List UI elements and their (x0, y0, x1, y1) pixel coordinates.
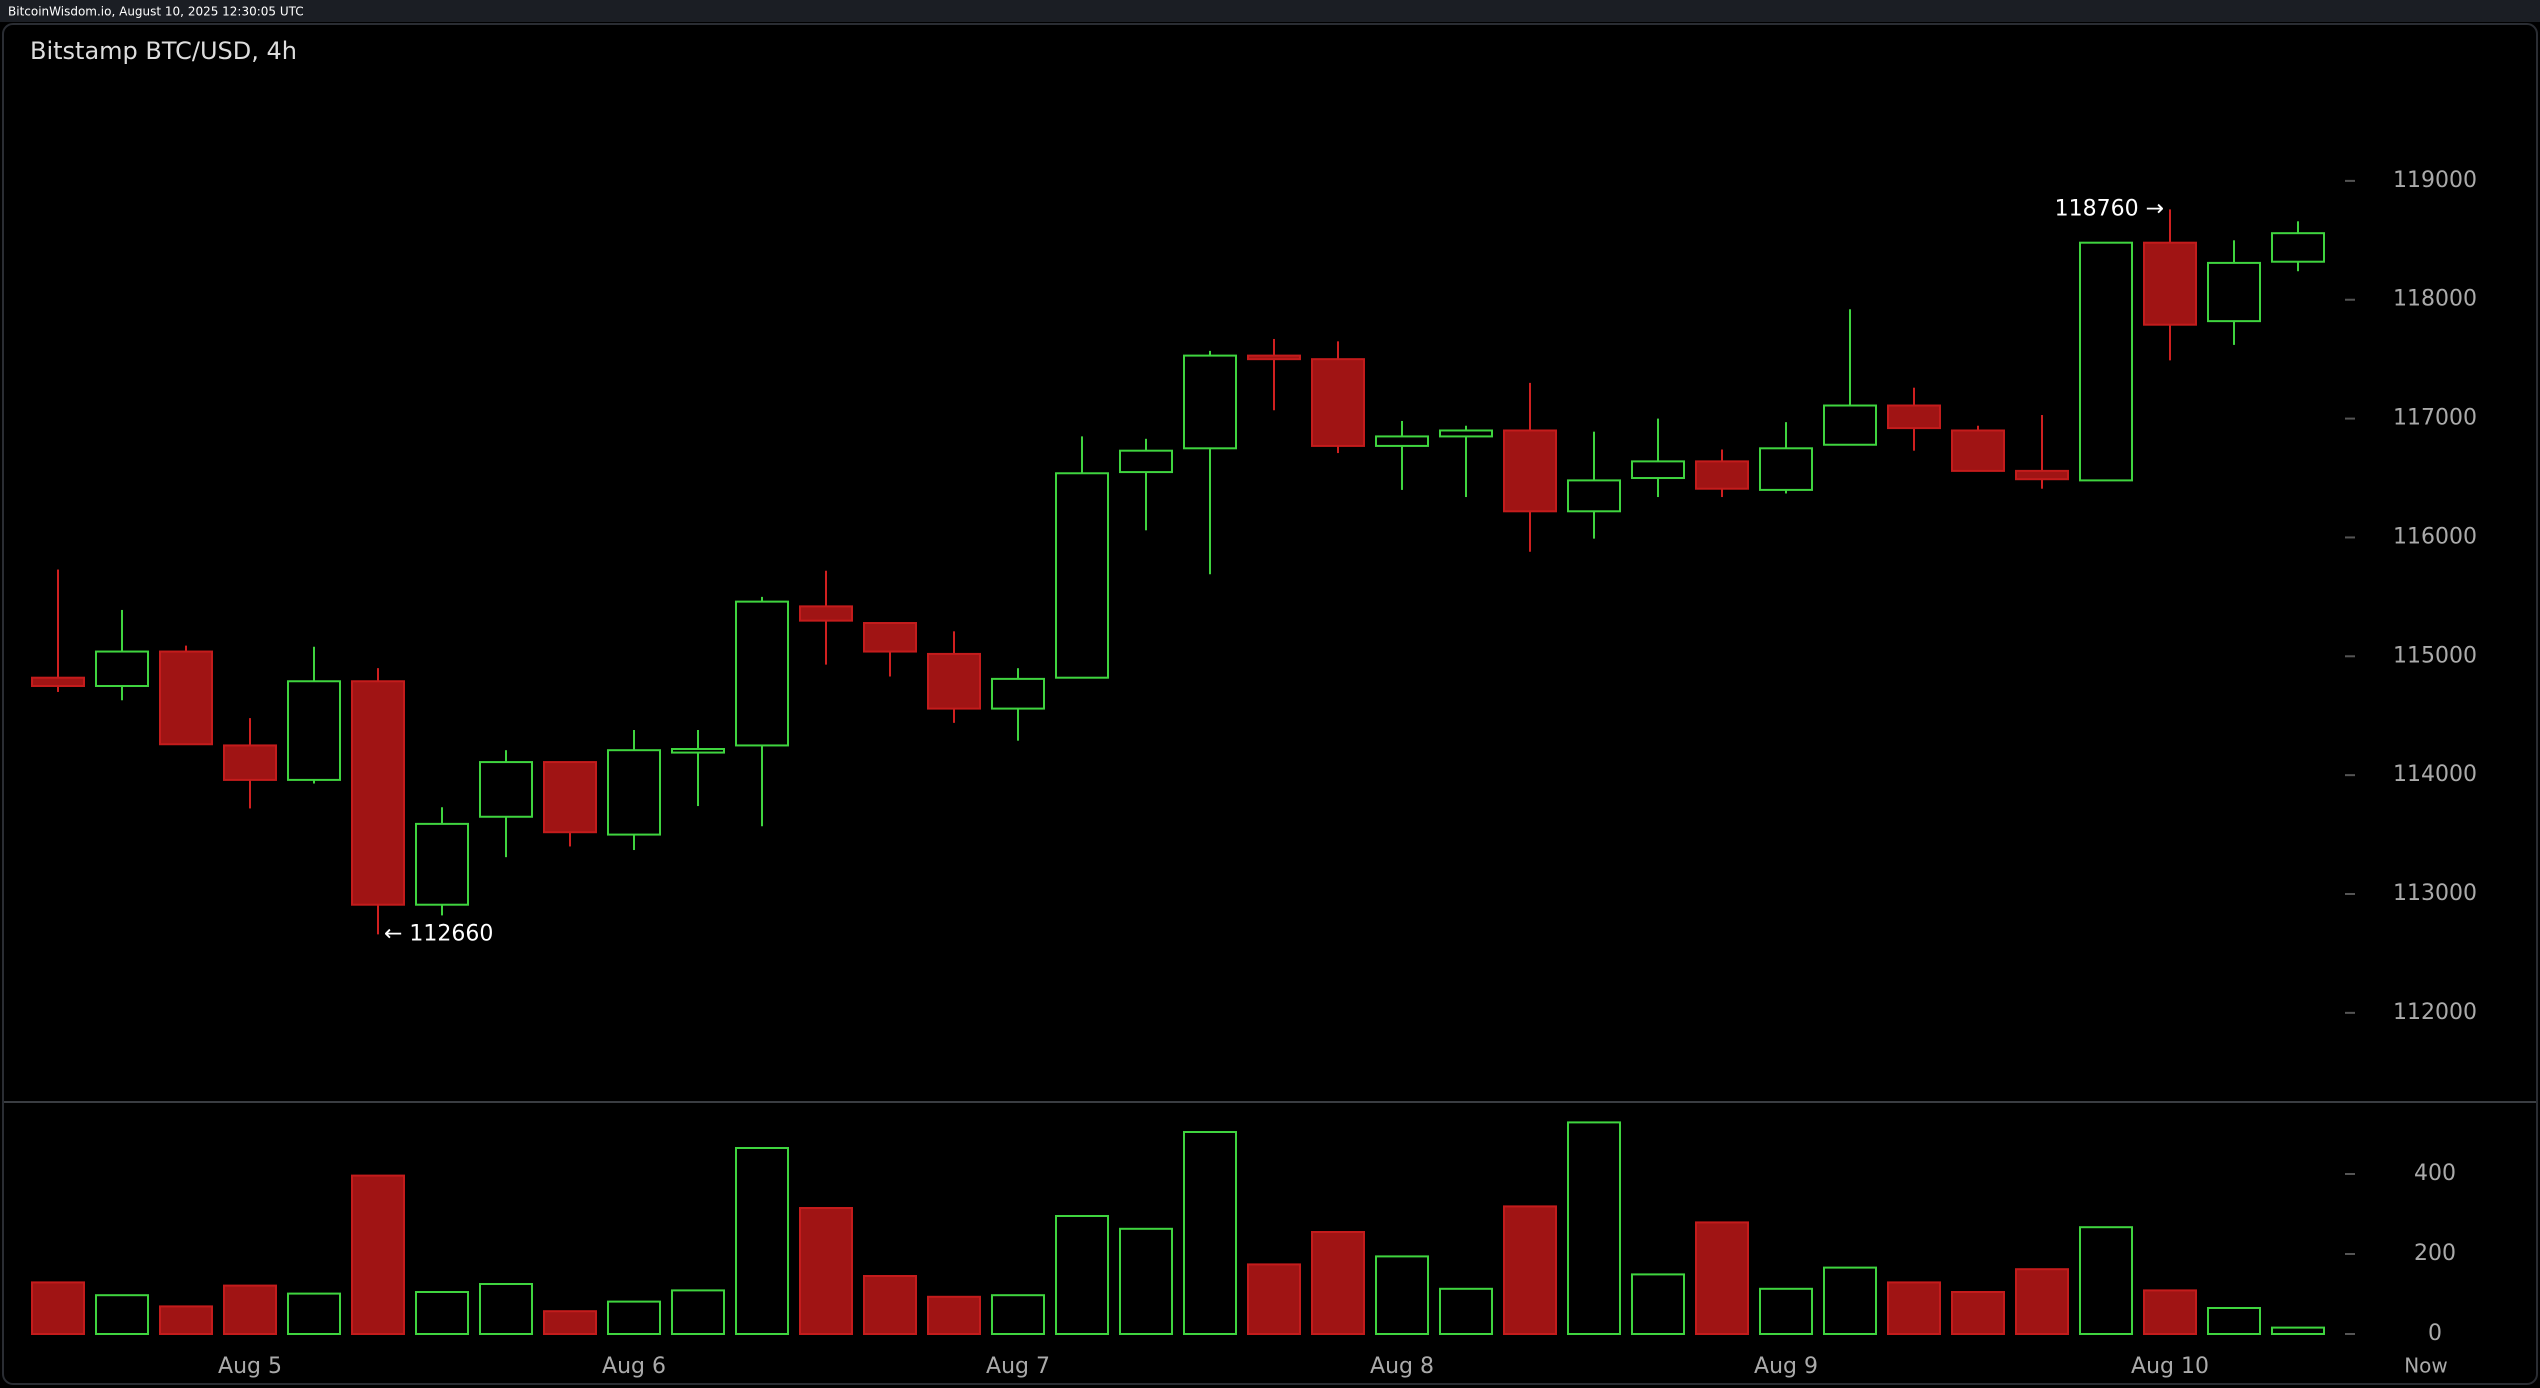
volume-bar (2079, 1226, 2133, 1335)
candle-body (351, 680, 405, 906)
volume-bar (863, 1275, 917, 1335)
candle-body (95, 650, 149, 688)
volume-bar (1759, 1287, 1813, 1336)
volume-bar (1247, 1263, 1301, 1336)
volume-bar (1951, 1291, 2005, 1335)
y-tick-label: 115000 (2393, 643, 2477, 668)
volume-bar (1311, 1231, 1365, 1335)
y-tick-label: 0 (2428, 1321, 2442, 1346)
candle-body (1439, 429, 1493, 438)
candle-body (927, 652, 981, 710)
y-tick-label: 119000 (2393, 168, 2477, 193)
volume-bar (2143, 1289, 2197, 1336)
annotation: 118760 → (2055, 196, 2164, 221)
candle-body (223, 744, 277, 781)
y-tick-label: 113000 (2393, 881, 2477, 906)
volume-bar (671, 1289, 725, 1336)
candle-body (1503, 429, 1557, 513)
candle-body (1183, 354, 1237, 450)
candle-body (1631, 460, 1685, 480)
y-tick-label: 112000 (2393, 1000, 2477, 1025)
candle-body (1823, 404, 1877, 446)
chart-title: Bitstamp BTC/USD, 4h (30, 37, 297, 65)
volume-bar (991, 1294, 1045, 1335)
volume-bar (1567, 1121, 1621, 1336)
candle-body (415, 822, 469, 906)
volume-bar (1055, 1215, 1109, 1335)
candle-body (1247, 354, 1301, 361)
x-tick-label: Now (2404, 1354, 2448, 1378)
volume-bar (1503, 1205, 1557, 1336)
candle-body (1055, 472, 1109, 679)
annotation: ← 112660 (384, 921, 493, 946)
volume-bar (479, 1283, 533, 1335)
candle-body (543, 761, 597, 834)
volume-bar (1119, 1227, 1173, 1336)
y-tick-label: 200 (2414, 1241, 2456, 1266)
volume-bar (223, 1284, 277, 1335)
volume-bar (799, 1207, 853, 1335)
candle-body (2271, 232, 2325, 263)
volume-bar (351, 1174, 405, 1335)
volume-bar (735, 1147, 789, 1335)
candle-body (1695, 460, 1749, 490)
panel (2, 23, 2538, 1385)
candle-body (2015, 469, 2069, 481)
volume-bar (159, 1305, 213, 1336)
volume-bar (927, 1295, 981, 1336)
candle-body (1567, 479, 1621, 513)
candle-body (2207, 261, 2261, 323)
candle-body (1759, 447, 1813, 491)
volume-bar (607, 1300, 661, 1335)
volume-bar (1823, 1266, 1877, 1335)
volume-bar (2015, 1268, 2069, 1335)
volume-bar (1695, 1221, 1749, 1336)
x-tick-label: Aug 7 (986, 1354, 1050, 1379)
volume-bar (1439, 1287, 1493, 1336)
volume-bar (2207, 1307, 2261, 1335)
candle-body (671, 748, 725, 754)
candle-body (1887, 404, 1941, 430)
candle-body (1311, 358, 1365, 447)
x-tick-label: Aug 9 (1754, 1354, 1818, 1379)
y-tick-label: 116000 (2393, 524, 2477, 549)
volume-bar (415, 1291, 469, 1335)
volume-bar (1375, 1255, 1429, 1336)
volume-bar (1183, 1131, 1237, 1335)
candle-body (1375, 435, 1429, 447)
volume-bar (1631, 1273, 1685, 1336)
candle-body (2143, 241, 2197, 326)
candle-body (159, 650, 213, 746)
volume-bar (2271, 1326, 2325, 1335)
x-tick-label: Aug 5 (218, 1354, 282, 1379)
volume-bar (1887, 1281, 1941, 1336)
x-tick-label: Aug 10 (2131, 1354, 2209, 1379)
candle-body (2079, 241, 2133, 482)
header: BitcoinWisdom.io, August 10, 2025 12:30:… (8, 5, 304, 19)
candle-body (799, 605, 853, 622)
candle-body (607, 749, 661, 836)
volume-bar (543, 1310, 597, 1335)
y-tick-label: 117000 (2393, 406, 2477, 431)
y-tick-label: 114000 (2393, 762, 2477, 787)
candle-body (991, 677, 1045, 710)
candle-body (287, 680, 341, 781)
candle-body (1951, 429, 2005, 472)
x-tick-label: Aug 6 (602, 1354, 666, 1379)
candle-body (863, 622, 917, 653)
volume-bar (95, 1294, 149, 1335)
header-bar (0, 0, 2540, 22)
volume-bar (31, 1281, 85, 1336)
candle-body (735, 600, 789, 747)
y-tick-label: 118000 (2393, 287, 2477, 312)
volume-bar (287, 1292, 341, 1335)
y-tick-label: 400 (2414, 1161, 2456, 1186)
x-tick-label: Aug 8 (1370, 1354, 1434, 1379)
candle-body (31, 676, 85, 688)
candle-body (479, 761, 533, 818)
candle-body (1119, 449, 1173, 474)
